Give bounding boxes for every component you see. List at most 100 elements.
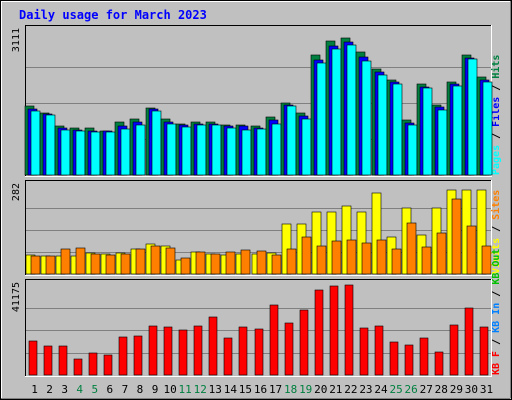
bar-sites-day-11 bbox=[180, 257, 191, 275]
bar-pages-day-4 bbox=[75, 130, 86, 176]
bar-pages-day-24 bbox=[377, 74, 388, 176]
bar-sites-day-13 bbox=[210, 253, 221, 275]
bar-kb-f-day-3 bbox=[58, 345, 68, 376]
series-axis-label-part: Visits bbox=[490, 238, 502, 274]
bar-pages-day-22 bbox=[346, 44, 357, 176]
bar-visits-day-24 bbox=[371, 192, 382, 275]
bar-sites-day-9 bbox=[150, 245, 161, 275]
bar-pages-day-29 bbox=[452, 85, 463, 176]
panel-pages_files_hits: 3111 Pages / Files / Hits bbox=[11, 25, 502, 177]
x-tick-label-day-13: 13 bbox=[209, 383, 222, 396]
x-tick-label-day-16: 16 bbox=[254, 383, 267, 396]
bar-pages-day-25 bbox=[392, 83, 403, 176]
bar-kb-f-day-16 bbox=[254, 328, 264, 376]
bar-kb-f-day-28 bbox=[434, 351, 444, 376]
series-axis-label-part: KB In bbox=[491, 303, 502, 333]
bar-sites-day-26 bbox=[406, 222, 417, 275]
bar-pages-day-21 bbox=[331, 48, 342, 176]
x-tick-label-day-26: 26 bbox=[405, 383, 418, 396]
series-axis-label-part: / bbox=[491, 220, 502, 238]
x-tick-label-day-20: 20 bbox=[314, 383, 327, 396]
bar-sites-day-20 bbox=[316, 245, 327, 275]
x-tick-label-day-3: 3 bbox=[61, 383, 68, 396]
bar-visits-day-31 bbox=[476, 189, 487, 275]
bar-kb-f-day-26 bbox=[404, 344, 414, 376]
x-tick-label-day-18: 18 bbox=[284, 383, 297, 396]
bar-kb-f-day-12 bbox=[193, 325, 203, 376]
bar-sites-day-6 bbox=[105, 254, 116, 275]
y-max-label: 282 bbox=[11, 183, 22, 201]
bar-sites-day-30 bbox=[466, 225, 477, 275]
bar-kb-f-day-11 bbox=[178, 329, 188, 376]
bar-visits-day-20 bbox=[311, 211, 322, 275]
x-tick-label-day-1: 1 bbox=[31, 383, 38, 396]
bar-kb-f-day-10 bbox=[163, 326, 173, 376]
bar-sites-day-5 bbox=[90, 253, 101, 275]
bar-kb-f-day-20 bbox=[314, 289, 324, 376]
bar-sites-day-10 bbox=[165, 247, 176, 275]
bar-sites-day-19 bbox=[301, 236, 312, 275]
x-tick-label-day-30: 30 bbox=[465, 383, 478, 396]
bar-kb-f-day-8 bbox=[133, 335, 143, 376]
bar-pages-day-27 bbox=[422, 87, 433, 176]
bar-sites-day-14 bbox=[225, 251, 236, 275]
bar-sites-day-17 bbox=[271, 254, 282, 275]
bar-kb-f-day-2 bbox=[43, 345, 53, 376]
bar-kb-f-day-30 bbox=[464, 307, 474, 376]
bar-pages-day-15 bbox=[241, 129, 252, 176]
series-axis-label-part: / bbox=[491, 285, 502, 303]
x-tick-label-day-5: 5 bbox=[91, 383, 98, 396]
bar-sites-day-24 bbox=[376, 239, 387, 275]
bar-kb-f-day-29 bbox=[449, 324, 459, 376]
series-axis-label-part: Sites bbox=[490, 190, 502, 220]
bar-sites-day-2 bbox=[45, 255, 56, 275]
bar-sites-day-4 bbox=[75, 247, 86, 275]
bar-kb-f-day-5 bbox=[88, 352, 98, 376]
x-tick-label-day-6: 6 bbox=[107, 383, 114, 396]
x-tick-label-day-8: 8 bbox=[137, 383, 144, 396]
bar-sites-day-22 bbox=[346, 239, 357, 275]
x-tick-label-day-27: 27 bbox=[420, 383, 433, 396]
series-axis-label-part: Files bbox=[490, 97, 502, 127]
y-max-label: 41175 bbox=[11, 282, 22, 312]
bar-kb-f-day-27 bbox=[419, 337, 429, 376]
series-axis-label-part: KB Out bbox=[491, 249, 502, 285]
x-tick-label-day-29: 29 bbox=[450, 383, 463, 396]
bar-kb-f-day-31 bbox=[479, 326, 489, 376]
bar-pages-day-31 bbox=[482, 81, 493, 176]
bar-pages-day-5 bbox=[90, 131, 101, 176]
series-axis-label-part: Pages bbox=[491, 145, 502, 175]
bar-pages-day-3 bbox=[60, 129, 71, 176]
bar-kb-f-day-6 bbox=[103, 354, 113, 376]
x-tick-label-day-22: 22 bbox=[344, 383, 357, 396]
bar-kb-f-day-1 bbox=[28, 340, 38, 376]
bar-kb-f-day-9 bbox=[148, 325, 158, 376]
bar-pages-day-11 bbox=[181, 126, 192, 176]
y-max-label: 3111 bbox=[11, 28, 22, 52]
panel-kbytes: 41175 KB F / KB In / KB Out bbox=[11, 249, 502, 377]
bar-pages-day-14 bbox=[226, 127, 237, 176]
bar-kb-f-day-18 bbox=[284, 322, 294, 376]
bar-kb-f-day-4 bbox=[73, 358, 83, 376]
bar-kb-f-day-22 bbox=[344, 284, 354, 376]
bar-kb-f-day-23 bbox=[359, 327, 369, 376]
chart-title: Daily usage for March 2023 bbox=[19, 8, 207, 22]
series-axis-label-part: Hits bbox=[490, 55, 502, 79]
bar-sites-day-15 bbox=[240, 249, 251, 275]
bar-pages-day-19 bbox=[301, 118, 312, 176]
bar-pages-day-20 bbox=[316, 62, 327, 176]
bar-pages-day-23 bbox=[361, 60, 372, 176]
bar-kb-f-day-17 bbox=[269, 304, 279, 376]
x-tick-label-day-12: 12 bbox=[194, 383, 207, 396]
bar-sites-day-28 bbox=[436, 232, 447, 275]
x-tick-label-day-10: 10 bbox=[163, 383, 176, 396]
series-axis-label-part: KB F bbox=[491, 351, 502, 375]
bar-sites-day-21 bbox=[331, 240, 342, 275]
bar-sites-day-29 bbox=[451, 198, 462, 275]
bar-sites-day-16 bbox=[256, 250, 267, 275]
x-axis-labels: 1 2 3 4 5 6 7 8 9 10 11 12 13 14 15 16 17 18 19 20 21 22 23 24 2… bbox=[31, 383, 493, 396]
bar-pages-day-26 bbox=[407, 124, 418, 176]
x-tick-label-day-17: 17 bbox=[269, 383, 282, 396]
series-axis-label-part: / bbox=[491, 79, 502, 97]
bar-kb-f-day-24 bbox=[374, 325, 384, 376]
